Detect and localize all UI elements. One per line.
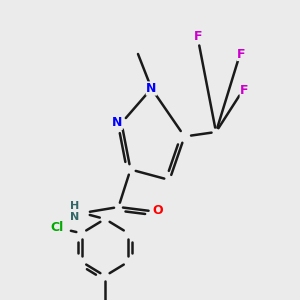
Text: F: F <box>237 47 246 61</box>
Text: H
N: H N <box>70 201 80 222</box>
Text: N: N <box>146 82 157 95</box>
Text: F: F <box>240 84 249 98</box>
Text: N: N <box>112 116 122 130</box>
Text: F: F <box>194 30 202 43</box>
Text: Cl: Cl <box>50 221 63 234</box>
Text: O: O <box>153 203 164 217</box>
